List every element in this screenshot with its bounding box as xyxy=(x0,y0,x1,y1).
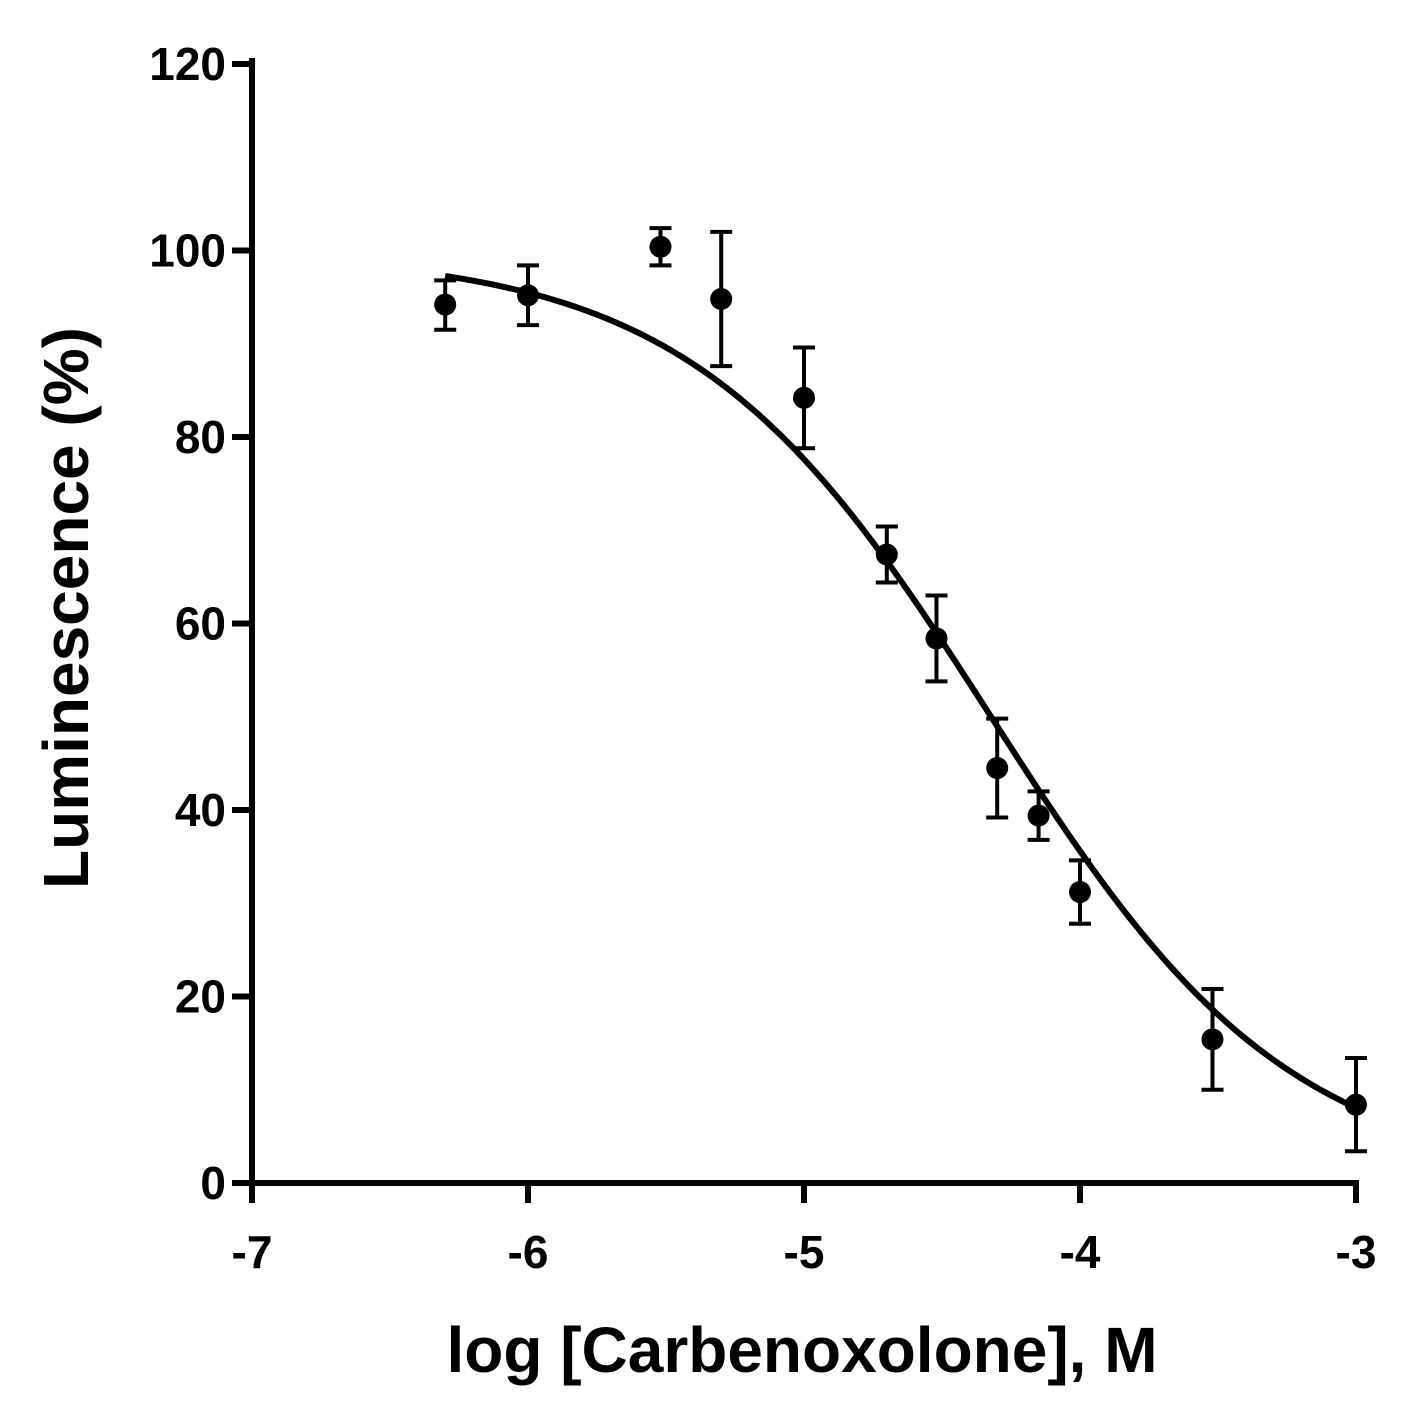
y-tick-label: 60 xyxy=(175,598,226,650)
x-tick-label: -4 xyxy=(1060,1226,1101,1278)
data-point-group xyxy=(1027,789,1050,842)
data-point-group xyxy=(1201,987,1224,1092)
x-axis-title: log [Carbenoxolone], M xyxy=(446,1314,1157,1386)
data-point xyxy=(793,386,815,409)
fit-curve-layer xyxy=(444,273,1358,1111)
data-point-group xyxy=(649,226,672,268)
y-tick-label: 80 xyxy=(175,411,226,463)
data-point-group xyxy=(710,229,733,369)
y-tick-label: 20 xyxy=(175,971,226,1023)
data-point xyxy=(1027,804,1050,827)
data-point xyxy=(925,627,948,650)
y-tick-label: 0 xyxy=(200,1157,226,1209)
data-point xyxy=(986,757,1009,780)
data-point xyxy=(649,235,672,258)
fit-curve xyxy=(444,273,1358,1111)
y-tick-label: 100 xyxy=(149,225,226,277)
data-point-group xyxy=(1345,1056,1367,1154)
axes-layer: 0 20 40 60 80 100 120 -7 -6 -5 -4 -3 xyxy=(149,38,1376,1278)
data-point-group xyxy=(793,345,815,451)
data-point-group xyxy=(875,524,898,585)
data-point xyxy=(1345,1093,1367,1116)
data-point xyxy=(434,293,457,316)
x-tick-label: -7 xyxy=(232,1226,273,1278)
data-point xyxy=(875,543,898,566)
data-points-layer xyxy=(434,226,1367,1154)
data-point-group xyxy=(1069,858,1091,926)
data-point xyxy=(517,284,539,307)
y-tick-label: 120 xyxy=(149,38,226,90)
data-point-group xyxy=(517,263,539,328)
data-point-group xyxy=(925,593,948,684)
data-point-group xyxy=(434,278,457,332)
data-point xyxy=(1069,881,1091,904)
x-tick-label: -6 xyxy=(508,1226,549,1278)
data-point xyxy=(1201,1028,1224,1051)
data-point-group xyxy=(986,716,1009,820)
data-point xyxy=(710,287,733,310)
y-tick-label: 40 xyxy=(175,784,226,836)
y-axis-title: Luminescence (%) xyxy=(30,327,102,889)
x-tick-label: -5 xyxy=(784,1226,825,1278)
x-tick-label: -3 xyxy=(1336,1226,1377,1278)
